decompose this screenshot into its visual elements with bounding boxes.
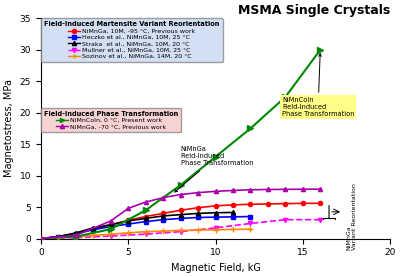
Text: NiMnGa
Field-Induced
Phase Transformation: NiMnGa Field-Induced Phase Transformatio… bbox=[175, 146, 253, 192]
X-axis label: Magnetic Field, kG: Magnetic Field, kG bbox=[171, 263, 260, 273]
Y-axis label: Magnetostress, MPa: Magnetostress, MPa bbox=[4, 79, 14, 178]
Text: MSMA Single Crystals: MSMA Single Crystals bbox=[238, 4, 390, 17]
Legend: NiMnCoIn, 0 °C, Present work, NiMnGa, -70 °C, Previous work: NiMnCoIn, 0 °C, Present work, NiMnGa, -7… bbox=[41, 107, 182, 132]
Text: NiMnCoIn
Field-Induced
Phase Transformation: NiMnCoIn Field-Induced Phase Transformat… bbox=[282, 54, 354, 117]
Text: NiMnGa
Variant Reorientation: NiMnGa Variant Reorientation bbox=[346, 183, 357, 250]
